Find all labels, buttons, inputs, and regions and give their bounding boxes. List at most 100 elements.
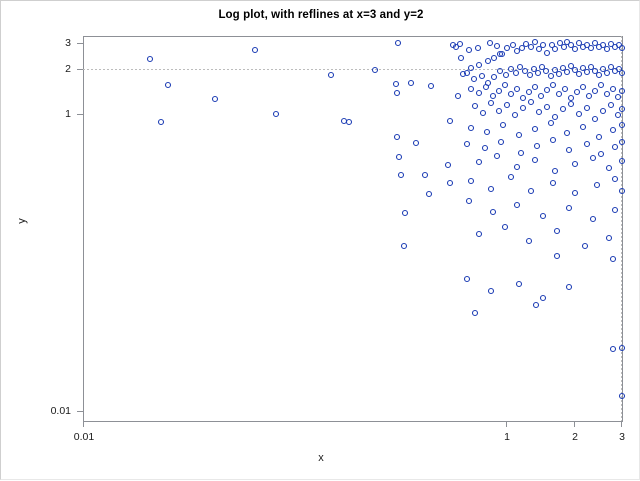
data-point — [470, 75, 478, 83]
data-point — [609, 85, 617, 93]
data-point — [553, 252, 561, 260]
data-point — [459, 70, 467, 78]
data-point — [543, 49, 551, 57]
data-point — [507, 90, 515, 98]
data-point — [340, 117, 348, 125]
data-point — [618, 87, 626, 95]
page-title: Log plot, with reflines at x=3 and y=2 — [218, 9, 424, 21]
data-point — [547, 72, 555, 80]
data-point — [395, 153, 403, 161]
data-point — [618, 344, 626, 352]
data-point — [421, 171, 429, 179]
data-point — [573, 88, 581, 96]
data-point — [496, 67, 504, 75]
data-point — [475, 230, 483, 238]
data-point — [251, 46, 259, 54]
y-tick-label-2: 2 — [65, 63, 71, 75]
data-point — [467, 85, 475, 93]
data-point — [446, 117, 454, 125]
data-point — [587, 63, 595, 71]
data-point — [533, 142, 541, 150]
data-point — [575, 70, 583, 78]
data-point — [583, 41, 591, 49]
data-point — [611, 175, 619, 183]
data-point — [471, 102, 479, 110]
data-point — [146, 55, 154, 63]
data-point — [531, 38, 539, 46]
data-point — [499, 121, 507, 129]
data-point — [497, 138, 505, 146]
data-point — [551, 113, 559, 121]
data-point — [482, 83, 490, 91]
data-point — [618, 187, 626, 195]
data-point — [513, 85, 521, 93]
data-point — [327, 71, 335, 79]
data-point — [394, 39, 402, 47]
data-point — [393, 133, 401, 141]
data-point — [567, 62, 575, 70]
data-point — [531, 156, 539, 164]
data-point — [345, 118, 353, 126]
data-point — [157, 118, 165, 126]
data-point — [611, 143, 619, 151]
data-point — [563, 129, 571, 137]
data-point — [615, 65, 623, 73]
data-point — [495, 107, 503, 115]
data-point — [611, 206, 619, 214]
data-point — [519, 104, 527, 112]
data-point — [583, 104, 591, 112]
y-tick-label-3: 3 — [65, 37, 71, 49]
data-point — [567, 41, 575, 49]
data-point — [553, 227, 561, 235]
data-point — [565, 283, 573, 291]
data-point — [526, 71, 534, 79]
data-point — [559, 105, 567, 113]
data-point — [563, 68, 571, 76]
data-point — [489, 92, 497, 100]
data-point — [539, 212, 547, 220]
x-tick-label-1: 1 — [504, 431, 510, 443]
data-point — [571, 160, 579, 168]
data-point — [597, 150, 605, 158]
data-point — [589, 154, 597, 162]
data-point — [609, 255, 617, 263]
data-point — [603, 45, 611, 53]
data-point — [483, 128, 491, 136]
data-point — [567, 100, 575, 108]
data-point — [607, 40, 615, 48]
data-point — [603, 90, 611, 98]
data-point — [589, 215, 597, 223]
data-point — [493, 152, 501, 160]
data-point — [609, 345, 617, 353]
data-point — [530, 65, 538, 73]
data-point — [495, 87, 503, 95]
data-point — [412, 139, 420, 147]
data-point — [571, 189, 579, 197]
x-axis-ticks — [83, 421, 622, 427]
data-point — [509, 41, 517, 49]
data-point — [575, 39, 583, 47]
data-point — [561, 85, 569, 93]
x-axis-title: x — [318, 452, 324, 464]
data-point — [467, 177, 475, 185]
data-point — [556, 39, 564, 47]
data-point — [503, 44, 511, 52]
x-tick-label-0.01: 0.01 — [73, 431, 95, 443]
data-point — [599, 107, 607, 115]
data-point — [607, 101, 615, 109]
data-point — [490, 54, 498, 62]
data-point — [487, 287, 495, 295]
data-point — [463, 140, 471, 148]
data-point — [211, 95, 219, 103]
data-point — [164, 81, 172, 89]
data-point — [507, 65, 515, 73]
data-point — [579, 123, 587, 131]
data-point — [551, 45, 559, 53]
y-axis-ticks — [77, 43, 83, 412]
data-point — [463, 69, 471, 77]
data-point — [501, 223, 509, 231]
data-point — [591, 87, 599, 95]
data-point — [521, 67, 529, 75]
data-point — [475, 158, 483, 166]
